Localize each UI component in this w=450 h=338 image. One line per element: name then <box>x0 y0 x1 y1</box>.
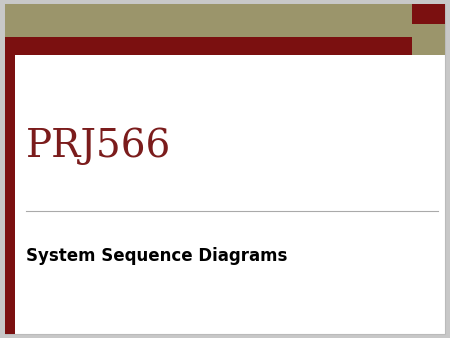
Bar <box>5 37 412 55</box>
Text: System Sequence Diagrams: System Sequence Diagrams <box>26 247 288 265</box>
Bar <box>412 4 445 24</box>
Bar <box>412 24 445 37</box>
Bar <box>5 4 412 37</box>
Bar <box>5 55 15 334</box>
Bar <box>412 37 445 55</box>
Text: PRJ566: PRJ566 <box>26 127 171 165</box>
